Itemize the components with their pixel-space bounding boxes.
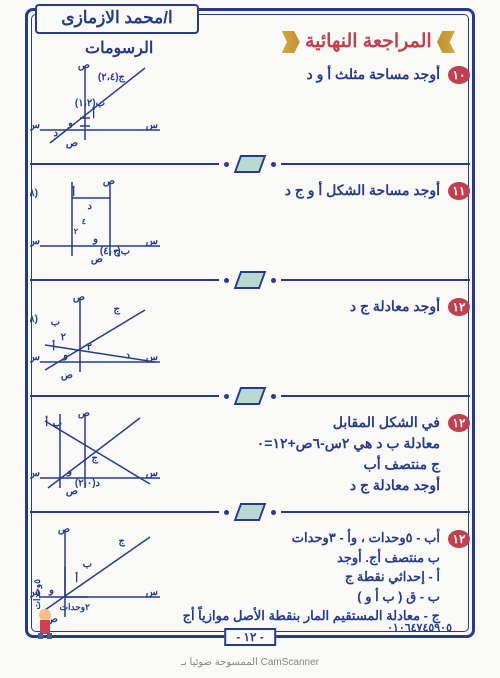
divider [30,271,470,289]
drawings-label: الرسومات [85,38,153,58]
svg-text:س: س [30,236,40,247]
deco-icon [437,31,455,53]
svg-text:س: س [30,468,40,479]
svg-text:و: و [62,350,68,361]
svg-text:ص: ص [73,292,85,303]
svg-text:ج: ج [119,536,126,547]
graph: ص س س ص وب(١،٢) ج(٢،٤) أ د [30,58,170,150]
svg-text:أ: أ [75,572,78,585]
graph: صسسص أبج ود(٢،٠) [30,406,170,500]
svg-text:ج: ج [114,304,121,315]
svg-text:ب: ب [83,559,92,570]
svg-text:٤: ٤ [82,217,86,226]
graph: صسسص وجب(٤،٠) (٠،٨)أد ٤٢ [30,174,170,266]
title-text: المراجعة النهائية [305,31,432,52]
page-number: - ١٢ - [224,628,276,646]
svg-text:س: س [30,120,40,131]
svg-text:س: س [146,120,158,131]
svg-text:س: س [30,352,40,363]
question-row: ١١ أوجد مساحة الشكل أ و ج د صسسص وجب(٤،٠… [30,174,470,269]
svg-text:٢وحدات: ٢وحدات [60,602,91,613]
svg-text:(٠،٨): (٠،٨) [30,314,38,325]
svg-text:ج: ج [92,453,99,464]
divider [30,387,470,405]
question-number: ١٢ [448,298,470,316]
question-row: ١٢ أب - ٥وحدات ، وأ - ٣وحداتب منتصف أج. … [30,522,470,632]
question-text: أوجد مساحة مثلث أ و د [170,58,448,85]
question-row: ١٠ أوجد مساحة مثلث أ و د ص س س ص وب(١،٢) ج(٢… [30,58,470,153]
svg-text:أ: أ [52,340,55,353]
svg-text:أ: أ [92,108,95,121]
svg-text:أ: أ [45,416,48,429]
phone-number: ٠١٠٦٤٧٤٥٩٠٥ [387,621,452,634]
svg-text:ب(٤،٠): ب(٤،٠) [100,246,130,257]
mascot-icon [30,605,60,640]
svg-text:ب: ب [51,317,60,328]
svg-text:أ: أ [72,186,75,199]
svg-text:د(٢،٠): د(٢،٠) [75,478,101,489]
svg-text:و: و [66,466,72,477]
divider [30,503,470,521]
svg-text:ص: ص [58,524,70,535]
svg-text:د: د [54,128,59,139]
question-number: ١١ [448,182,470,200]
question-text: أب - ٥وحدات ، وأ - ٣وحداتب منتصف أج. أوج… [170,522,448,626]
graph: صسسص (٠،٨)بج ٢٢دوأ [30,290,170,382]
svg-text:س: س [146,587,158,598]
divider [30,155,470,173]
question-number: ١٢ [448,414,470,432]
svg-text:و: و [48,585,54,596]
svg-text:س: س [146,236,158,247]
question-text: أوجد مساحة الشكل أ و ج د [170,174,448,201]
svg-text:٢: ٢ [61,332,67,343]
svg-text:ص: ص [78,60,90,71]
question-text: أوجد معادلة ج د [170,290,448,317]
deco-icon [282,31,300,53]
svg-text:د: د [126,350,131,361]
svg-text:ص: ص [61,370,73,381]
svg-text:٢: ٢ [74,227,79,236]
svg-text:ص: ص [78,408,90,419]
svg-text:د: د [88,201,93,212]
svg-text:و: و [92,234,98,245]
svg-text:ص: ص [66,138,78,149]
svg-text:(٠،٨): (٠،٨) [30,188,38,199]
svg-text:٢: ٢ [87,342,93,353]
footer-text: الممسوحة ضوئيا بـ CamScanner [0,657,500,668]
page: ا/محمد الازمازى المراجعة النهائية الرسوم… [0,0,500,678]
question-row: ١٢ أوجد معادلة ج د صسسص (٠،٨)بج ٢٢دوأ [30,290,470,385]
content-area: ١٠ أوجد مساحة مثلث أ و د صسسص وب(١،٢)ج(٢… [30,58,470,630]
svg-text:ص: ص [103,176,115,187]
question-number: ١٢ [448,530,470,548]
question-number: ١٠ [448,66,470,84]
svg-text:ج(٢،٤): ج(٢،٤) [98,72,126,83]
svg-text:و: و [67,118,73,129]
teacher-name: ا/محمد الازمازى [35,4,199,34]
question-row: ١٢ في الشكل المقابلمعادلة ب د هي ٢س-٦ص+١… [30,406,470,501]
svg-text:ب(١،٢): ب(١،٢) [75,98,105,109]
svg-text:س: س [146,468,158,479]
main-title: المراجعة النهائية [282,30,455,53]
question-text: في الشكل المقابلمعادلة ب د هي ٢س-٦ص+١٢=٠… [170,406,448,496]
svg-text:ب: ب [53,418,62,429]
